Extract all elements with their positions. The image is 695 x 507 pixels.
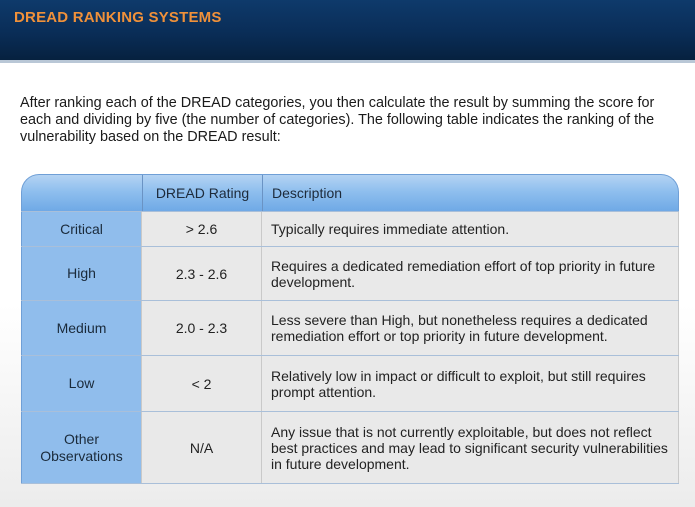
description-cell: Typically requires immediate attention. [261, 212, 679, 246]
level-cell: Other Observations [21, 412, 141, 483]
rating-cell: 2.0 - 2.3 [141, 301, 261, 355]
description-cell: Relatively low in impact or difficult to… [261, 356, 679, 411]
page-title: DREAD RANKING SYSTEMS [14, 9, 222, 26]
slide-header: DREAD RANKING SYSTEMS [0, 0, 695, 60]
level-cell: High [21, 247, 141, 300]
level-cell: Critical [21, 212, 141, 246]
dread-ranking-table: DREAD Rating Description Critical > 2.6 … [21, 174, 679, 484]
description-cell: Less severe than High, but nonetheless r… [261, 301, 679, 355]
header-cell-level [22, 175, 142, 211]
description-cell: Any issue that is not currently exploita… [261, 412, 679, 483]
table-row: Low < 2 Relatively low in impact or diff… [21, 355, 679, 411]
intro-paragraph: After ranking each of the DREAD categori… [20, 95, 655, 145]
rating-cell: N/A [141, 412, 261, 483]
header-cell-description: Description [262, 175, 678, 211]
level-cell: Low [21, 356, 141, 411]
rating-cell: < 2 [141, 356, 261, 411]
table-row: Other Observations N/A Any issue that is… [21, 411, 679, 483]
description-cell: Requires a dedicated remediation effort … [261, 247, 679, 300]
table-row: Medium 2.0 - 2.3 Less severe than High, … [21, 300, 679, 355]
table-row: Critical > 2.6 Typically requires immedi… [21, 211, 679, 246]
level-cell: Medium [21, 301, 141, 355]
table-bottom-border [21, 483, 679, 484]
rating-cell: > 2.6 [141, 212, 261, 246]
rating-cell: 2.3 - 2.6 [141, 247, 261, 300]
header-cell-rating: DREAD Rating [142, 175, 262, 211]
table-header: DREAD Rating Description [21, 174, 679, 211]
table-row: High 2.3 - 2.6 Requires a dedicated reme… [21, 246, 679, 300]
header-divider [0, 60, 695, 63]
